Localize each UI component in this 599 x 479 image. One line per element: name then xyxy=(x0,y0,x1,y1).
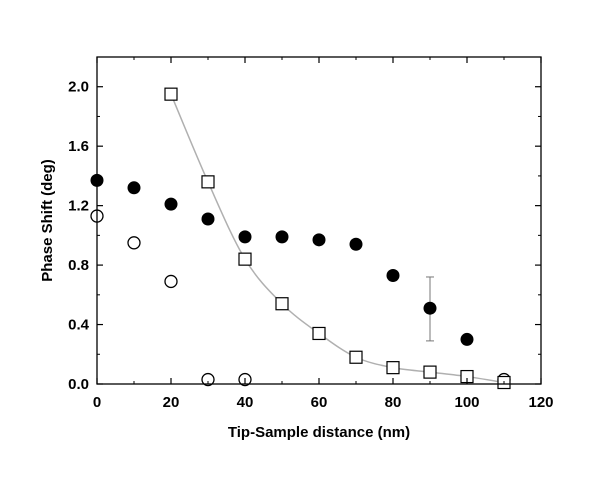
filled-circle-point xyxy=(238,230,252,244)
filled-circle-point xyxy=(460,332,474,346)
x-tick-label: 60 xyxy=(311,394,328,411)
x-tick-label: 120 xyxy=(528,394,553,411)
y-tick-label: 0.0 xyxy=(68,376,89,393)
open-square-point xyxy=(312,326,326,341)
open-square-point xyxy=(275,297,289,311)
open-square-point xyxy=(201,175,215,189)
data-marker-layer xyxy=(90,87,511,390)
open-circle-point xyxy=(164,274,178,289)
fit-curve xyxy=(170,93,505,384)
filled-circle-point xyxy=(127,181,141,195)
x-axis-ticks: 0 20 40 60 80 100 120 xyxy=(93,57,554,411)
filled-circle-point xyxy=(386,268,400,282)
x-tick-label: 40 xyxy=(237,394,254,411)
y-tick-label: 2.0 xyxy=(68,79,89,96)
y-axis-ticks: 0.0 0.4 0.8 1.2 1.6 2.0 xyxy=(68,56,541,393)
open-square-point xyxy=(423,365,437,379)
y-axis-title: Phase Shift (deg) xyxy=(39,159,56,282)
open-square-point xyxy=(164,87,178,101)
open-square-point xyxy=(238,252,252,266)
x-tick-label: 100 xyxy=(454,394,479,411)
y-tick-label: 0.8 xyxy=(68,257,89,274)
open-circle-point xyxy=(127,236,141,250)
x-tick-label: 0 xyxy=(93,394,101,411)
fit-curve-layer xyxy=(170,93,505,384)
open-square-point xyxy=(386,361,400,375)
x-axis-title: Tip-Sample distance (nm) xyxy=(228,424,410,441)
filled-circle-point xyxy=(164,197,178,211)
filled-circle-point xyxy=(423,301,437,315)
y-tick-label: 0.4 xyxy=(68,317,90,334)
open-circle-point xyxy=(201,372,215,387)
filled-circle-point xyxy=(275,230,289,244)
y-tick-label: 1.6 xyxy=(68,138,89,155)
filled-circle-point xyxy=(201,212,215,226)
filled-circle-point xyxy=(349,237,363,251)
y-tick-label: 1.2 xyxy=(68,198,89,215)
x-tick-label: 80 xyxy=(385,394,402,411)
filled-circle-point xyxy=(312,233,326,247)
x-tick-label: 20 xyxy=(163,394,180,411)
open-square-point xyxy=(349,350,363,364)
